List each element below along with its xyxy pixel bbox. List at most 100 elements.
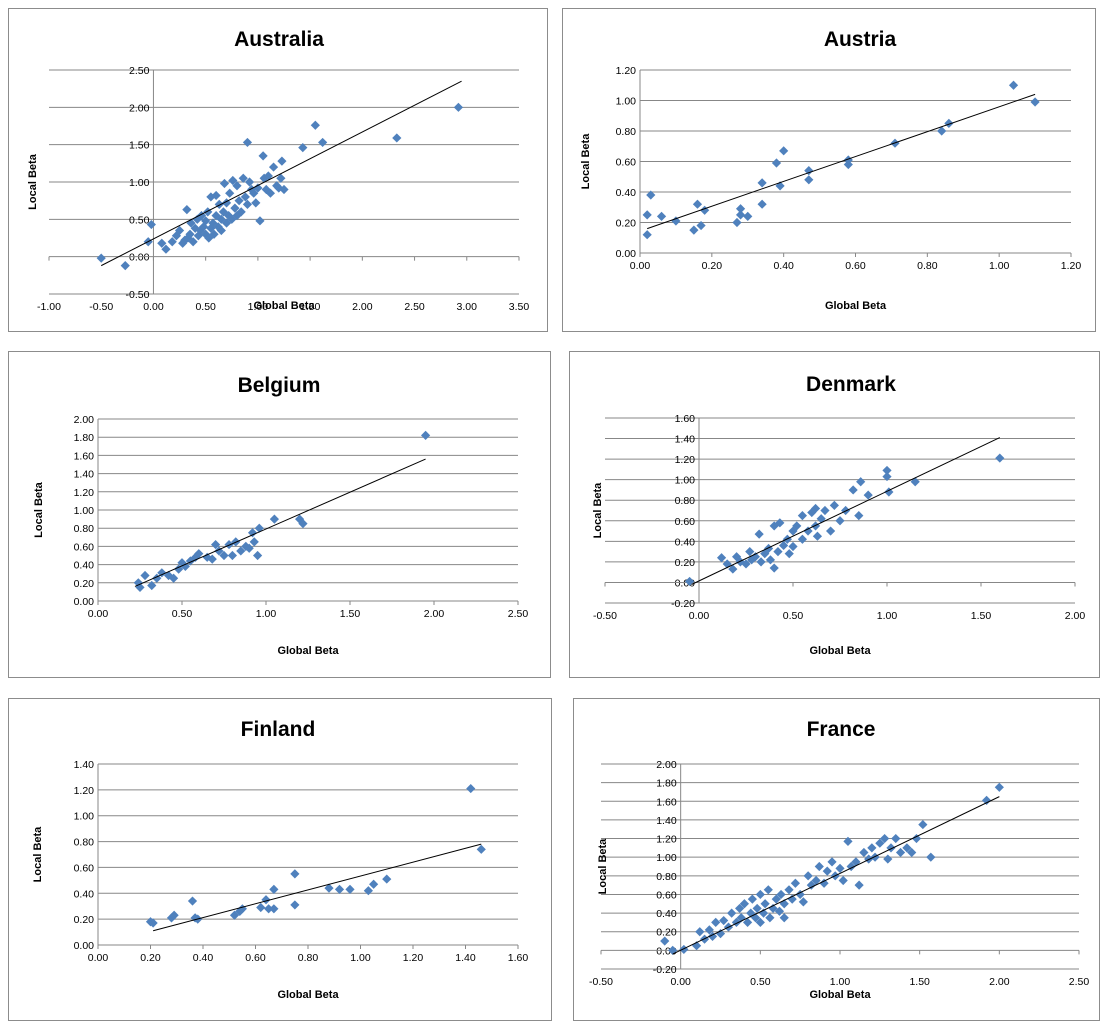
- y-tick-label: 1.20: [656, 834, 677, 846]
- data-point: [269, 514, 279, 524]
- data-point: [755, 889, 765, 900]
- x-tick-label: 3.00: [457, 301, 478, 313]
- data-point: [787, 894, 797, 904]
- data-point: [256, 902, 266, 913]
- x-tick-label: 2.00: [989, 976, 1010, 988]
- data-point: [244, 177, 255, 187]
- y-tick-label: 1.40: [74, 759, 95, 771]
- data-points: [660, 782, 1004, 955]
- y-tick-label: 2.00: [74, 414, 95, 426]
- gridlines: [49, 69, 519, 295]
- data-point: [902, 843, 912, 853]
- x-tick-label: 0.20: [702, 260, 723, 272]
- data-point: [883, 854, 893, 864]
- data-point: [265, 188, 276, 198]
- y-tick-label: 0.80: [675, 495, 696, 507]
- data-points: [145, 783, 486, 928]
- data-point: [814, 861, 824, 872]
- data-point: [771, 158, 782, 168]
- x-axis-label: Global Beta: [809, 989, 871, 1001]
- x-axis-label: Global Beta: [825, 300, 887, 312]
- data-point: [838, 875, 848, 886]
- x-tick-label: 0.20: [140, 952, 161, 964]
- x-tick-label: 0.40: [193, 952, 214, 964]
- x-tick-label: 3.50: [509, 301, 530, 313]
- y-tick-label: 2.50: [129, 65, 150, 77]
- data-point: [318, 137, 328, 148]
- chart-panel-denmark: Denmark -0.20 0.00 0.20 0.40 0.60 0.80 1.00 1.20…: [569, 351, 1100, 678]
- data-point: [779, 913, 789, 923]
- data-point: [784, 885, 794, 895]
- data-point: [926, 852, 936, 862]
- y-tick-label: 1.00: [74, 505, 95, 517]
- data-point: [895, 847, 906, 858]
- data-point: [174, 225, 185, 236]
- y-tick-label: 1.40: [675, 434, 696, 446]
- data-point: [146, 219, 156, 230]
- data-point: [476, 844, 486, 854]
- data-point: [820, 505, 830, 516]
- y-axis-label: Local Beta: [33, 481, 45, 538]
- x-tick-label: 0.00: [143, 301, 164, 313]
- x-tick-labels: 0.00 0.20 0.40 0.60 0.80 1.00 1.20: [630, 253, 1081, 272]
- x-tick-label: 1.00: [830, 976, 851, 988]
- y-tick-label: 1.00: [129, 177, 150, 189]
- y-tick-label: 1.40: [74, 469, 95, 481]
- trendline: [647, 93, 1036, 230]
- data-point: [190, 552, 201, 562]
- y-tick-label: 0.00: [74, 596, 95, 608]
- y-tick-label: 1.60: [656, 796, 677, 808]
- x-axis-label: Global Beta: [277, 645, 339, 657]
- y-tick-label: 0.00: [129, 252, 150, 264]
- data-point: [249, 188, 259, 198]
- chart-svg: Belgium 0.00 0.20 0.40 0.60 0.80 1.00 1.20 1.40 1…: [33, 374, 528, 657]
- x-tick-labels: -0.50 0.00 0.50 1.00 1.50 2.00 2.50: [589, 950, 1089, 988]
- data-point: [765, 555, 776, 565]
- data-point: [182, 205, 192, 215]
- data-point: [421, 430, 431, 440]
- y-tick-labels: -0.200.000.200.400.600.801.001.201.401.6…: [671, 413, 695, 610]
- data-point: [298, 519, 308, 529]
- data-point: [727, 908, 737, 918]
- data-point: [886, 843, 896, 853]
- data-point: [157, 238, 167, 248]
- y-tick-label: 0.40: [675, 536, 696, 548]
- data-point: [251, 198, 261, 208]
- data-point: [812, 531, 823, 541]
- data-point: [741, 559, 751, 569]
- y-tick-label: 2.00: [656, 759, 677, 771]
- y-tick-label: 0.20: [656, 927, 677, 939]
- y-tick-label: 0.50: [129, 214, 150, 226]
- data-point: [856, 477, 866, 487]
- y-tick-label: 2.00: [129, 102, 150, 114]
- y-tick-label: -0.20: [653, 964, 677, 976]
- data-point: [910, 477, 920, 487]
- chart-svg: Finland0.000.200.400.600.801.001.201.400…: [32, 718, 528, 1001]
- trendline: [672, 796, 1000, 955]
- data-point: [773, 547, 783, 557]
- data-point: [185, 229, 195, 239]
- x-tick-label: 0.80: [917, 260, 938, 272]
- data-point: [870, 852, 880, 862]
- data-point: [249, 537, 259, 547]
- y-tick-label: 0.00: [74, 940, 95, 952]
- data-point: [769, 563, 779, 573]
- data-point: [453, 102, 464, 112]
- x-tick-label: -0.50: [89, 301, 113, 313]
- x-tick-label: 1.00: [256, 608, 277, 620]
- y-tick-label: 0.40: [656, 908, 677, 920]
- data-point: [290, 869, 300, 879]
- data-point: [810, 503, 821, 514]
- y-tick-label: 0.40: [74, 560, 95, 572]
- chart-panel-austria: Austria 0.00 0.20 0.40 0.60 0.80 1.00 1.20 0.00 0…: [562, 8, 1096, 332]
- data-point: [732, 217, 742, 228]
- y-tick-labels: -0.50 0.00 0.50 1.00 1.50 2.00 2.50: [126, 65, 150, 301]
- chart-title: Finland: [241, 718, 316, 741]
- y-axis-label: Local Beta: [597, 838, 609, 895]
- data-point: [854, 880, 864, 890]
- data-point: [763, 885, 773, 895]
- data-point: [826, 526, 836, 536]
- data-point: [827, 857, 837, 867]
- data-point: [201, 216, 211, 226]
- gridlines: [98, 418, 518, 584]
